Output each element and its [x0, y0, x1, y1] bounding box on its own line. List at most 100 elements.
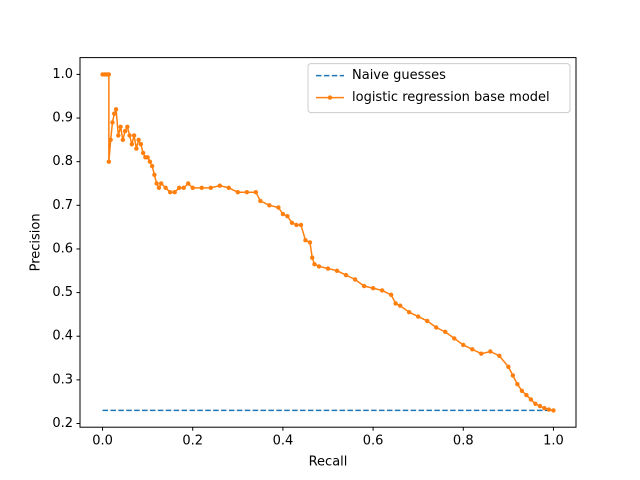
- data-point: [352, 277, 358, 282]
- data-point: [406, 310, 412, 315]
- data-point: [470, 347, 475, 352]
- data-point: [122, 128, 128, 134]
- data-point: [147, 159, 153, 164]
- x-axis-label: Recall: [309, 455, 348, 470]
- x-tick-label: 1.0: [543, 434, 564, 449]
- x-tick-label: 0.2: [182, 434, 203, 449]
- data-point: [163, 185, 168, 191]
- data-point: [551, 408, 556, 413]
- data-point: [479, 351, 484, 356]
- data-point: [461, 342, 466, 348]
- data-point: [537, 403, 543, 409]
- data-point: [199, 185, 204, 191]
- data-point: [325, 266, 331, 271]
- data-point: [116, 133, 121, 138]
- data-point: [506, 364, 511, 369]
- x-tick-label: 0.6: [363, 434, 384, 449]
- y-axis-label: Precision: [29, 213, 44, 271]
- data-point: [289, 220, 295, 225]
- data-point: [145, 155, 150, 160]
- legend-label: Naive guesses: [352, 68, 446, 83]
- y-tick-label: 0.3: [52, 372, 73, 387]
- y-tick-label: 0.7: [52, 198, 73, 213]
- y-tick-label: 1.0: [52, 67, 73, 82]
- data-point: [177, 185, 182, 191]
- data-point: [267, 203, 272, 208]
- data-point: [528, 397, 534, 402]
- data-point: [370, 286, 376, 291]
- data-point: [152, 172, 157, 177]
- x-tick-label: 0.8: [453, 434, 474, 449]
- data-point: [190, 185, 195, 191]
- data-point: [510, 373, 516, 378]
- data-point: [393, 301, 398, 306]
- data-point: [138, 142, 144, 147]
- data-point: [388, 292, 394, 297]
- data-point: [361, 283, 367, 289]
- data-point: [434, 325, 439, 330]
- data-point: [217, 183, 222, 188]
- data-point: [253, 190, 259, 195]
- data-point: [316, 264, 322, 269]
- data-point: [515, 382, 520, 387]
- y-tick-label: 0.5: [52, 285, 73, 300]
- legend-box: [307, 63, 571, 114]
- data-point: [112, 111, 117, 116]
- data-point: [497, 353, 502, 359]
- data-point: [294, 222, 299, 228]
- data-point: [312, 262, 317, 267]
- x-tick-label: 0.0: [92, 434, 113, 449]
- y-tick-label: 0.6: [52, 241, 73, 256]
- data-point: [136, 137, 141, 143]
- data-point: [310, 255, 315, 260]
- data-point: [379, 288, 385, 293]
- data-point: [258, 198, 263, 204]
- data-point: [546, 407, 552, 412]
- legend-label: logistic regression base model: [352, 90, 550, 105]
- data-point: [425, 318, 430, 324]
- data-point: [120, 137, 126, 143]
- data-point: [158, 181, 164, 186]
- data-point: [533, 401, 538, 407]
- data-point: [415, 314, 421, 319]
- data-point: [524, 392, 529, 398]
- data-point: [154, 181, 159, 186]
- data-point: [488, 349, 493, 354]
- data-point: [113, 107, 119, 112]
- data-point: [181, 185, 186, 191]
- axes-frame: [79, 57, 577, 428]
- data-point: [307, 240, 313, 245]
- y-tick-label: 0.8: [52, 154, 73, 169]
- y-tick-label: 0.4: [52, 329, 73, 344]
- data-point: [343, 272, 349, 278]
- data-point: [106, 72, 112, 77]
- data-point: [280, 211, 286, 217]
- data-point: [303, 238, 308, 243]
- data-point: [235, 190, 241, 195]
- legend: Naive guesses logistic regression base mo…: [307, 63, 571, 114]
- data-point: [452, 336, 457, 341]
- data-point: [129, 142, 135, 147]
- data-point: [397, 303, 403, 308]
- data-point: [134, 146, 139, 151]
- data-point: [334, 268, 340, 273]
- data-point: [298, 222, 304, 228]
- data-point: [208, 185, 213, 191]
- y-tick-label: 0.9: [52, 111, 73, 126]
- data-point: [106, 159, 112, 164]
- data-point: [125, 124, 130, 129]
- data-point: [226, 185, 231, 191]
- data-point: [140, 150, 146, 156]
- data-point: [519, 388, 525, 393]
- legend-marker: [327, 95, 333, 100]
- data-point: [156, 185, 162, 191]
- x-tick-label: 0.4: [273, 434, 294, 449]
- data-point: [244, 190, 250, 195]
- data-point: [172, 190, 177, 195]
- data-point: [108, 137, 113, 143]
- data-point: [285, 214, 290, 219]
- data-point: [131, 133, 137, 138]
- series-line: [102, 73, 554, 412]
